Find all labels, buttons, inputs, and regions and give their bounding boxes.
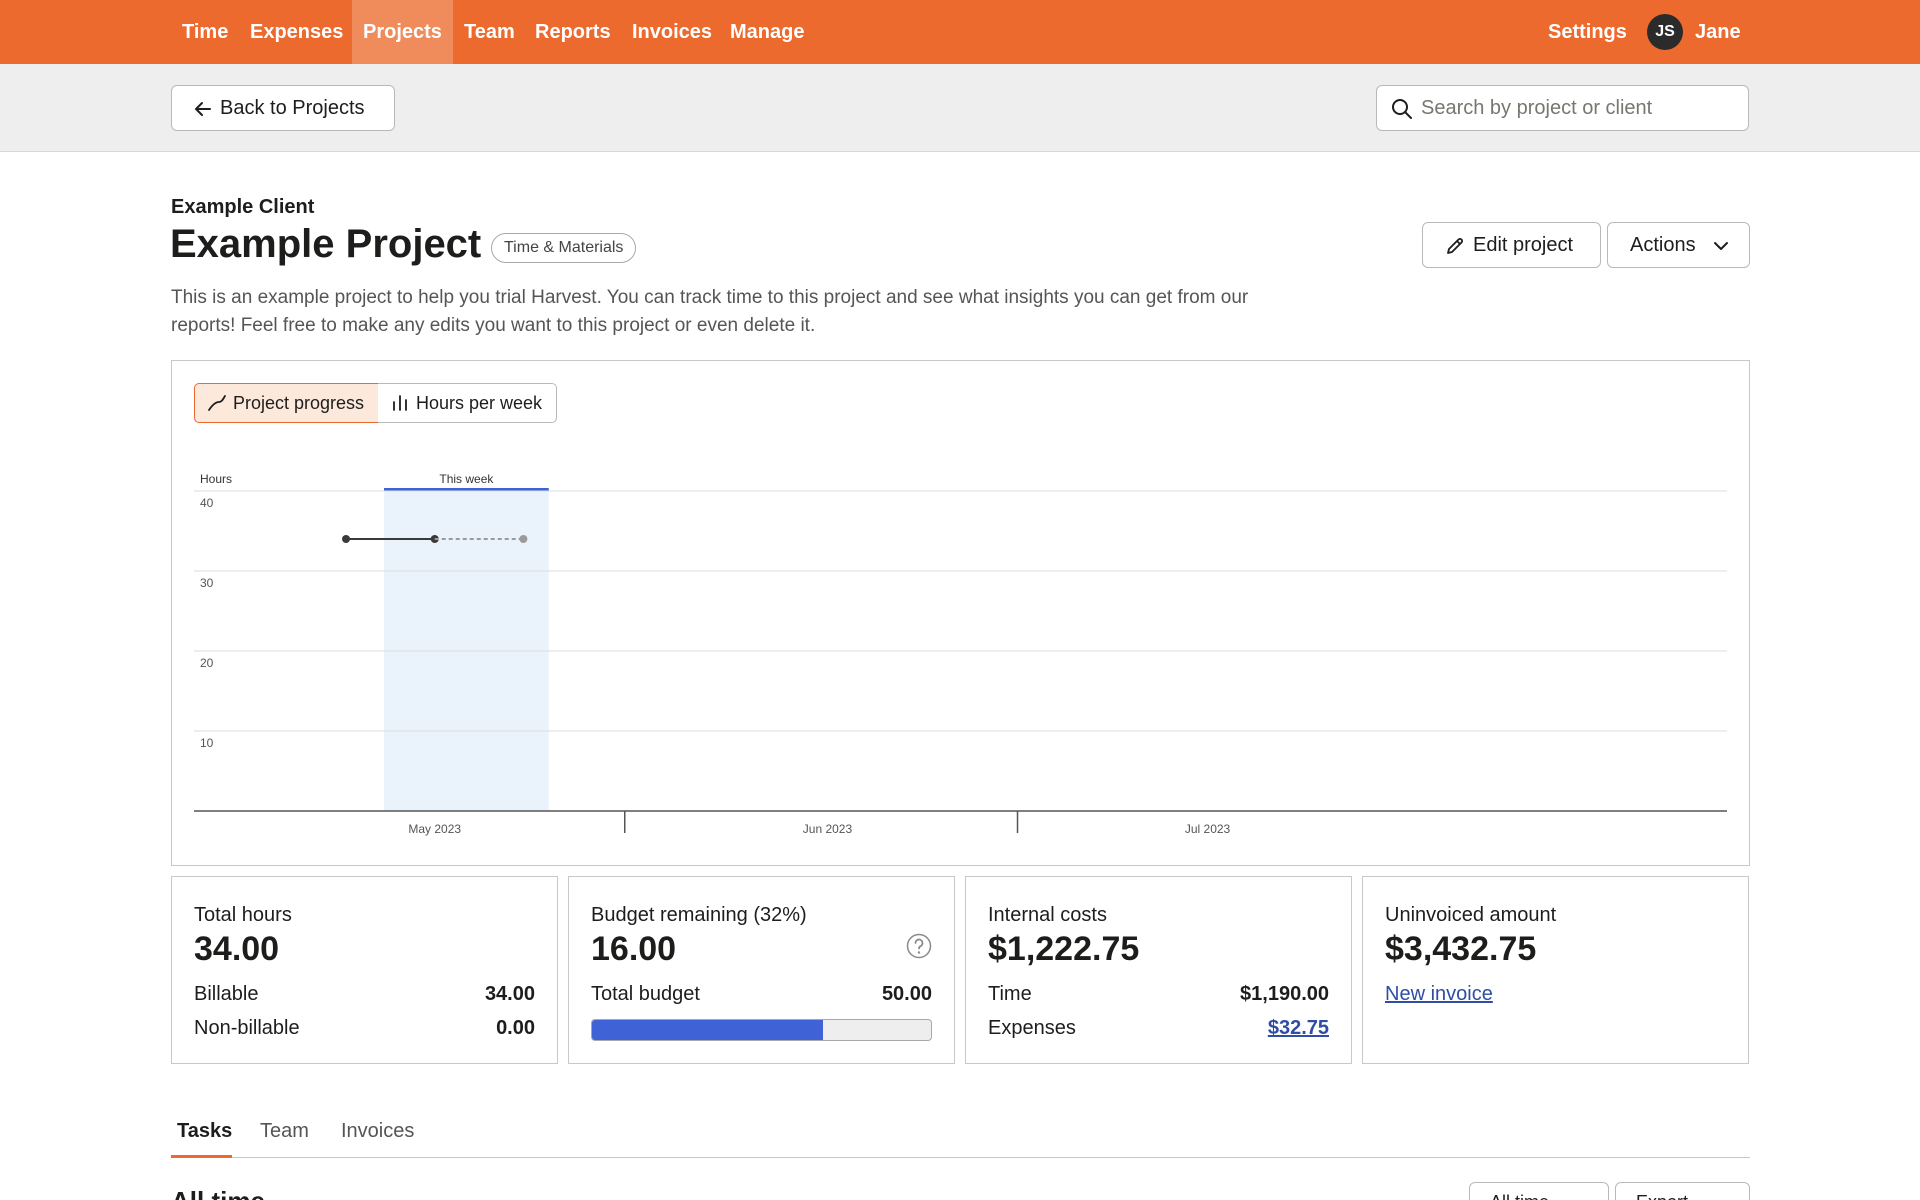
settings-link[interactable]: Settings — [1548, 21, 1627, 43]
help-icon[interactable] — [906, 933, 932, 959]
this-week-highlight — [384, 489, 549, 811]
section-title: All time — [171, 1186, 265, 1200]
internal-costs-card: Internal costs $1,222.75 Time $1,190.00 … — [965, 876, 1352, 1064]
top-nav: Time Expenses Projects Team Reports Invo… — [0, 0, 1920, 64]
budget-progress-fill — [592, 1020, 823, 1040]
client-name: Example Client — [171, 196, 315, 218]
expenses-cost-link[interactable]: $32.75 — [1267, 1017, 1329, 1039]
chevron-down-icon — [1714, 242, 1728, 250]
total-hours-label: Total hours — [194, 904, 292, 926]
total-budget-label: Total budget — [591, 983, 700, 1005]
data-point — [519, 535, 528, 543]
x-tick-label: Jun 2023 — [803, 822, 853, 836]
bar-chart-icon — [393, 395, 407, 411]
internal-costs-value: $1,222.75 — [988, 930, 1140, 968]
export-dropdown[interactable]: Export — [1615, 1182, 1750, 1200]
billable-label: Billable — [194, 983, 259, 1005]
data-point — [342, 535, 351, 543]
edit-project-label: Edit project — [1473, 234, 1574, 256]
project-tabs: Tasks Team Invoices — [171, 1120, 1750, 1158]
nav-item-expenses[interactable]: Expenses — [250, 21, 344, 43]
back-to-projects-label: Back to Projects — [220, 97, 365, 119]
avatar[interactable]: JS — [1647, 14, 1683, 50]
billable-value: 34.00 — [484, 983, 535, 1005]
edit-project-button[interactable]: Edit project — [1422, 222, 1601, 268]
nav-item-manage[interactable]: Manage — [730, 21, 805, 43]
y-tick-label: 30 — [200, 576, 214, 590]
arrow-left-icon — [195, 102, 211, 116]
date-range-dropdown[interactable]: All time — [1469, 1182, 1609, 1200]
uninvoiced-amount-label: Uninvoiced amount — [1385, 904, 1557, 926]
nav-item-projects[interactable]: Projects — [352, 0, 453, 64]
hours-per-week-label: Hours per week — [416, 393, 543, 413]
nav-item-time[interactable]: Time — [182, 21, 229, 43]
time-cost-value: $1,190.00 — [1240, 983, 1329, 1005]
hours-per-week-toggle[interactable]: Hours per week — [378, 383, 557, 423]
project-progress-toggle[interactable]: Project progress — [194, 383, 379, 423]
actions-dropdown[interactable]: Actions — [1607, 222, 1750, 268]
tab-team[interactable]: Team — [260, 1120, 309, 1142]
y-tick-label: 20 — [200, 656, 214, 670]
search-icon — [1392, 99, 1412, 119]
user-name[interactable]: Jane — [1695, 21, 1741, 43]
export-label: Export — [1636, 1192, 1688, 1200]
non-billable-value: 0.00 — [496, 1017, 535, 1039]
new-invoice-link[interactable]: New invoice — [1385, 983, 1493, 1005]
budget-remaining-value: 16.00 — [591, 930, 677, 968]
uninvoiced-amount-value: $3,432.75 — [1385, 930, 1537, 968]
project-progress-label: Project progress — [233, 393, 365, 413]
total-hours-card: Total hours 34.00 Billable 34.00 Non-bil… — [171, 876, 558, 1064]
chart-panel: Project progress Hours per week This wee… — [171, 360, 1750, 866]
tab-invoices[interactable]: Invoices — [341, 1120, 415, 1142]
back-to-projects-button[interactable]: Back to Projects — [171, 85, 395, 131]
budget-remaining-card: Budget remaining (32%) 16.00 Total budge… — [568, 876, 955, 1064]
non-billable-label: Non-billable — [194, 1017, 300, 1039]
total-budget-value: 50.00 — [881, 983, 932, 1005]
project-type-badge: Time & Materials — [491, 233, 637, 263]
page-title: Example Project — [170, 222, 482, 266]
nav-item-reports[interactable]: Reports — [535, 21, 611, 43]
this-week-marker — [384, 488, 549, 491]
x-tick-label: Jul 2023 — [1185, 822, 1231, 836]
project-progress-chart: This week Hours 40 30 20 10 May 2023 Jun 2023 J… — [194, 472, 1727, 836]
nav-item-team[interactable]: Team — [464, 21, 515, 43]
project-description: This is an example project to help you t… — [171, 287, 1249, 336]
y-tick-label: 10 — [200, 736, 214, 750]
expenses-cost-label: Expenses — [988, 1017, 1076, 1039]
x-tick-label: May 2023 — [408, 822, 461, 836]
nav-item-invoices[interactable]: Invoices — [632, 21, 713, 43]
search-input[interactable] — [1421, 92, 1741, 124]
pencil-icon — [1447, 238, 1463, 254]
uninvoiced-amount-card: Uninvoiced amount $3,432.75 New invoice — [1362, 876, 1749, 1064]
total-hours-value: 34.00 — [194, 930, 280, 968]
date-range-label: All time — [1490, 1192, 1549, 1200]
line-chart-icon — [208, 395, 226, 411]
time-cost-label: Time — [988, 983, 1032, 1005]
y-axis-label: Hours — [200, 472, 232, 486]
internal-costs-label: Internal costs — [988, 904, 1107, 926]
budget-progress-bar — [591, 1019, 932, 1041]
budget-remaining-label: Budget remaining (32%) — [591, 904, 807, 926]
tab-tasks[interactable]: Tasks — [171, 1120, 232, 1158]
y-tick-label: 40 — [200, 496, 214, 510]
sub-bar: Back to Projects — [0, 64, 1920, 152]
search-box[interactable] — [1376, 85, 1749, 131]
this-week-label: This week — [439, 472, 494, 486]
actions-label: Actions — [1630, 234, 1696, 256]
